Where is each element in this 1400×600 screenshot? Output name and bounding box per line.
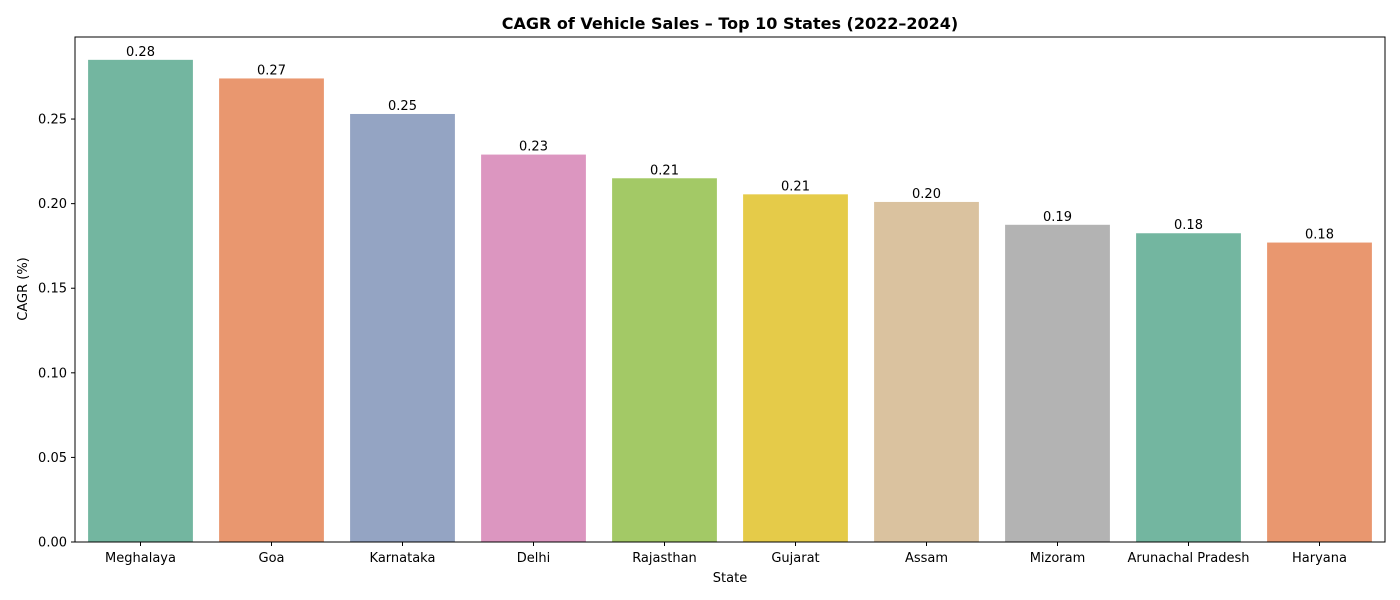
x-tick-label: Arunachal Pradesh	[1128, 551, 1250, 566]
x-tick-label: Goa	[259, 551, 285, 566]
bar	[1136, 233, 1241, 542]
bar	[612, 178, 717, 543]
bar	[874, 201, 979, 542]
bar	[219, 78, 324, 542]
y-tick-label: 0.05	[38, 451, 67, 466]
data-label: 0.20	[912, 187, 941, 202]
y-tick-label: 0.15	[38, 282, 67, 297]
bar	[481, 154, 586, 542]
y-axis-label: CAGR (%)	[16, 257, 31, 320]
data-label: 0.19	[1043, 210, 1072, 225]
data-label: 0.25	[388, 99, 417, 114]
bar	[1267, 242, 1372, 542]
data-label: 0.27	[257, 63, 286, 78]
x-axis-label: State	[713, 571, 747, 586]
data-label: 0.23	[519, 140, 548, 155]
data-label: 0.18	[1305, 228, 1334, 243]
x-tick-label: Rajasthan	[632, 551, 697, 566]
x-tick-label: Delhi	[517, 551, 550, 566]
y-tick-label: 0.00	[38, 536, 67, 551]
y-tick-label: 0.20	[38, 197, 67, 212]
x-tick-label: Gujarat	[771, 551, 819, 566]
plot-area: 0.28 Meghalaya 0.27 Goa 0.25 Karnataka 0.23 Del…	[38, 36, 1386, 566]
y-tick-label: 0.25	[38, 113, 67, 128]
data-label: 0.18	[1174, 218, 1203, 233]
data-label: 0.21	[650, 163, 679, 178]
data-label: 0.28	[126, 45, 155, 60]
bar	[1005, 224, 1110, 542]
x-tick-label: Haryana	[1292, 551, 1347, 566]
x-tick-label: Karnataka	[370, 551, 436, 566]
chart-title: CAGR of Vehicle Sales – Top 10 States (2…	[502, 14, 959, 33]
bar	[350, 113, 455, 542]
data-label: 0.21	[781, 179, 810, 194]
x-tick-label: Assam	[905, 551, 948, 566]
x-tick-label: Meghalaya	[105, 551, 176, 566]
y-tick-label: 0.10	[38, 366, 67, 381]
bar	[88, 59, 193, 542]
bar	[743, 194, 848, 543]
axes-frame	[74, 36, 1386, 543]
x-tick-label: Mizoram	[1030, 551, 1086, 566]
